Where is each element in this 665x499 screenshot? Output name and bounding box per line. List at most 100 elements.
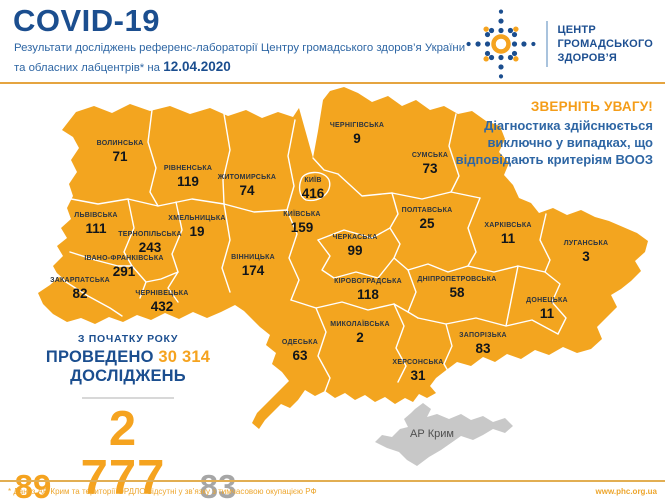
logo-text: ЦЕНТР ГРОМАДСЬКОГО ЗДОРОВ’Я: [557, 23, 653, 66]
header-divider-rule: [0, 82, 665, 84]
oblast-borders: [47, 109, 567, 395]
region-cases-count: 9: [353, 131, 361, 147]
region-cases-count: 31: [410, 368, 426, 384]
region-cases-count: 19: [189, 224, 205, 240]
tested-prefix: ПРОВЕДЕНО: [45, 348, 154, 366]
region-name: ДОНЕЦЬКА: [526, 297, 568, 304]
map-region-label: ЗАПОРІЗЬКА 83: [459, 332, 507, 357]
map-region-label: ДНІПРОПЕТРОВСЬКА 58: [417, 276, 496, 301]
region-cases-count: 174: [241, 263, 265, 279]
region-cases-count: 58: [449, 285, 465, 301]
map-region-label: ВІННИЦЬКА 174: [231, 254, 275, 279]
region-name: ПОЛТАВСЬКА: [401, 207, 453, 214]
region-name: КИЇВСЬКА: [283, 211, 321, 218]
footer-website: www.phc.org.ua: [595, 487, 657, 496]
map-region-label: ЛУГАНСЬКА 3: [564, 240, 609, 265]
notice-heading: ЗВЕРНІТЬ УВАГУ!: [530, 99, 653, 114]
subtitle-line2-text: та обласних лабцентрів* на: [14, 62, 161, 74]
logo-divider: [546, 21, 549, 67]
region-name: ВІННИЦЬКА: [231, 254, 275, 261]
region-cases-count: 82: [72, 286, 88, 302]
region-cases-count: 416: [301, 186, 325, 202]
confirmed-value: 2 777: [80, 402, 166, 499]
region-name: ХМЕЛЬНИЦЬКА: [168, 215, 226, 222]
region-name: КІРОВОГРАДСЬКА: [334, 278, 402, 285]
region-cases-count: 25: [419, 216, 435, 232]
region-name: КИЇВ: [304, 177, 322, 184]
tested-suffix: ДОСЛІДЖЕНЬ: [70, 367, 186, 385]
region-name: ВОЛИНСЬКА: [96, 140, 144, 147]
region-cases-count: 243: [138, 240, 162, 256]
region-name: СУМСЬКА: [411, 152, 449, 159]
logo-text-line: ЗДОРОВ’Я: [557, 52, 618, 65]
stats-block: З ПОЧАТКУ РОКУ ПРОВЕДЕНО 30 314 ДОСЛІДЖЕ…: [2, 333, 254, 499]
map-region-label: ЗАКАРПАТСЬКА 82: [50, 277, 110, 302]
region-cases-count: 159: [290, 220, 314, 236]
recovered-value: 89: [14, 468, 52, 499]
region-name: ІВАНО-ФРАНКІВСЬКА: [84, 255, 164, 262]
map-region-label: ЧЕРКАСЬКА 99: [332, 234, 377, 259]
map-region-label: ХЕРСОНСЬКА 31: [392, 359, 443, 384]
crimea-region: [375, 403, 513, 466]
region-cases-count: 73: [422, 161, 438, 177]
region-cases-count: 83: [475, 341, 491, 357]
map-region-label: ПОЛТАВСЬКА 25: [402, 207, 453, 232]
logo-text-line: ЦЕНТР: [557, 23, 596, 36]
ukraine-mainland: [38, 87, 648, 429]
region-name: ЧЕРНІВЕЦЬКА: [135, 290, 189, 297]
map-region-label: ВОЛИНСЬКА 71: [97, 140, 144, 165]
crimea-label: АР Крим: [410, 428, 454, 440]
region-name: ЖИТОМИРСЬКА: [217, 174, 277, 181]
region-cases-count: 118: [357, 287, 379, 303]
stats-since-label: З ПОЧАТКУ РОКУ: [77, 333, 179, 345]
notice-block: ЗВЕРНІТЬ УВАГУ! Діагностика здійснюється…: [445, 99, 653, 168]
region-cases-count: 11: [500, 231, 516, 247]
stats-divider: [82, 397, 174, 399]
deaths-value: 83: [199, 468, 237, 499]
map-region-label: ОДЕСЬКА 63: [282, 339, 318, 364]
region-cases-count: 3: [582, 249, 590, 265]
report-date: 12.04.2020: [163, 59, 231, 74]
tested-value: 30 314: [158, 348, 211, 366]
map-region-label: ЖИТОМИРСЬКА 74: [218, 174, 276, 199]
region-name: МИКОЛАЇВСЬКА: [330, 321, 390, 328]
map-region-label: ЛЬВІВСЬКА 111: [74, 212, 117, 237]
map-region-label: ХАРКІВСЬКА 11: [484, 222, 531, 247]
map-region-label: ХМЕЛЬНИЦЬКА 19: [168, 215, 225, 240]
region-name: ЗАКАРПАТСЬКА: [50, 277, 110, 284]
notice-body: Діагностика здійснюється виключно у випа…: [455, 118, 653, 168]
map-region-label: КІРОВОГРАДСЬКА 118: [334, 278, 402, 303]
region-name: РІВНЕНСЬКА: [163, 165, 213, 172]
stats-tested-line: ПРОВЕДЕНО 30 314 ДОСЛІДЖЕНЬ: [2, 348, 254, 386]
region-name: ХЕРСОНСЬКА: [392, 359, 444, 366]
footer-divider-rule: [0, 480, 665, 482]
region-cases-count: 432: [150, 299, 174, 315]
region-cases-count: 71: [112, 149, 128, 165]
region-name: ЧЕРНІГІВСЬКА: [329, 122, 385, 129]
region-cases-count: 74: [239, 183, 255, 199]
map-region-label: РІВНЕНСЬКА 119: [164, 165, 212, 190]
region-cases-count: 11: [539, 306, 555, 322]
phc-logo-dots-icon: [466, 9, 536, 79]
map-region-label: КИЇВСЬКА 159: [283, 211, 320, 236]
stats-numbers-row: 89 2 777 83: [2, 405, 254, 499]
region-name: ЧЕРКАСЬКА: [332, 234, 378, 241]
region-cases-count: 119: [177, 174, 199, 190]
region-cases-count: 291: [112, 264, 136, 280]
map-region-label: МИКОЛАЇВСЬКА 2: [330, 321, 390, 346]
subtitle-line2: та обласних лабцентрів* на 12.04.2020: [14, 59, 231, 74]
map-region-label: ТЕРНОПІЛЬСЬКА 243: [118, 231, 182, 256]
region-name: ТЕРНОПІЛЬСЬКА: [118, 231, 182, 238]
region-name: ДНІПРОПЕТРОВСЬКА: [417, 276, 497, 283]
subtitle-line1: Результати досліджень референс-лаборатор…: [14, 42, 466, 54]
footer-note: * Дані з АР Крим та території ОРДЛО відс…: [8, 487, 317, 496]
region-name: ХАРКІВСЬКА: [484, 222, 532, 229]
region-name: ЛЬВІВСЬКА: [74, 212, 118, 219]
map-region-label: КИЇВ 416: [302, 177, 325, 202]
region-name: ЛУГАНСЬКА: [563, 240, 609, 247]
map-region-label: СУМСЬКА 73: [412, 152, 448, 177]
region-name: ЗАПОРІЗЬКА: [459, 332, 507, 339]
phc-logo: ЦЕНТР ГРОМАДСЬКОГО ЗДОРОВ’Я: [465, 8, 653, 80]
